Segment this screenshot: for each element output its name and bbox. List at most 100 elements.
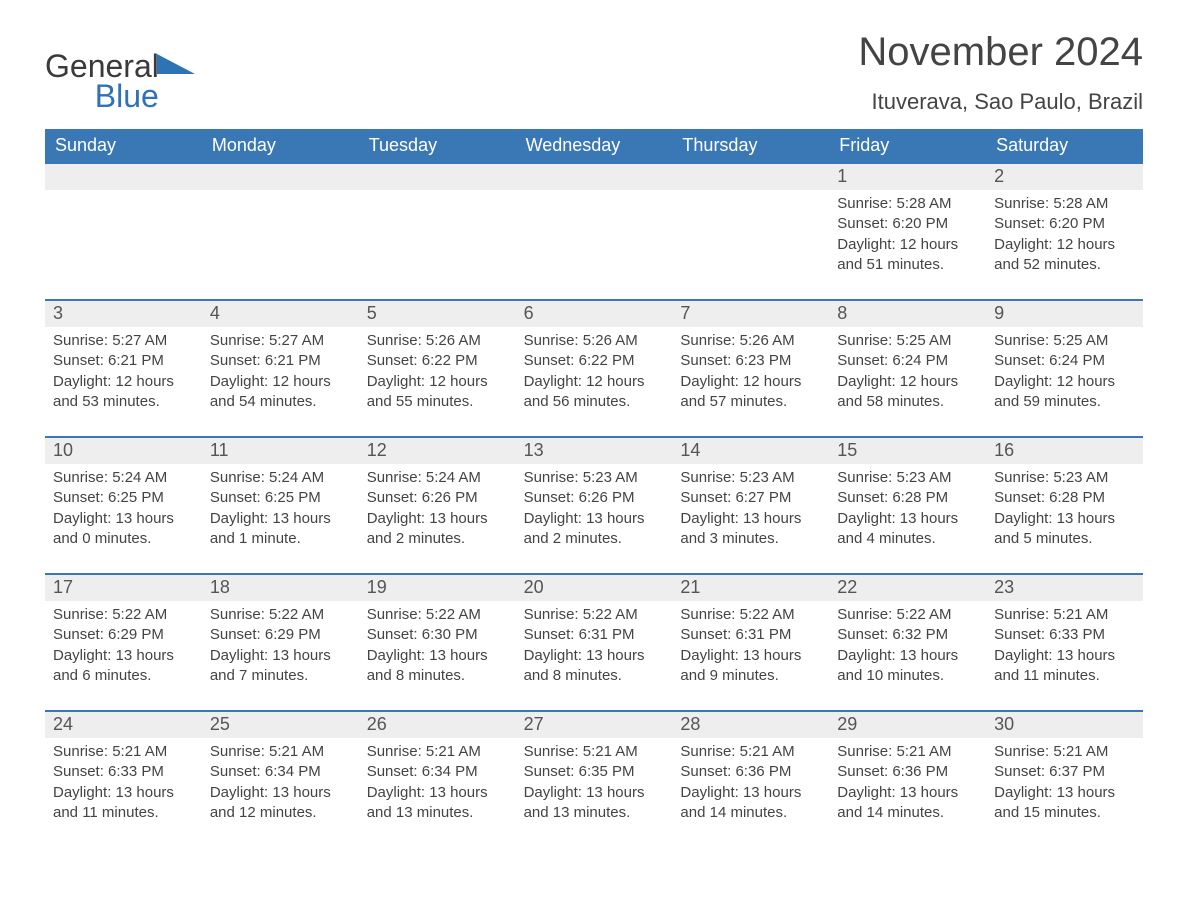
sunrise-text: Sunrise: 5:21 AM xyxy=(524,742,671,762)
day-number: 24 xyxy=(45,712,202,738)
daylight-line1: Daylight: 12 hours xyxy=(210,372,357,392)
day-cell: 3Sunrise: 5:27 AMSunset: 6:21 PMDaylight… xyxy=(45,301,202,436)
day-details: Sunrise: 5:21 AMSunset: 6:35 PMDaylight:… xyxy=(516,738,673,823)
sunrise-text: Sunrise: 5:22 AM xyxy=(837,605,984,625)
sunrise-text: Sunrise: 5:28 AM xyxy=(837,194,984,214)
daylight-line2: and 53 minutes. xyxy=(53,392,200,412)
dow-cell: Sunday xyxy=(45,129,202,164)
weeks-container: 1Sunrise: 5:28 AMSunset: 6:20 PMDaylight… xyxy=(45,164,1143,847)
day-number: 20 xyxy=(516,575,673,601)
daylight-line2: and 8 minutes. xyxy=(524,666,671,686)
daylight-line1: Daylight: 13 hours xyxy=(210,783,357,803)
daylight-line1: Daylight: 13 hours xyxy=(524,783,671,803)
sunrise-text: Sunrise: 5:22 AM xyxy=(367,605,514,625)
day-cell: 11Sunrise: 5:24 AMSunset: 6:25 PMDayligh… xyxy=(202,438,359,573)
daylight-line2: and 5 minutes. xyxy=(994,529,1141,549)
daylight-line2: and 58 minutes. xyxy=(837,392,984,412)
sunset-text: Sunset: 6:37 PM xyxy=(994,762,1141,782)
day-details: Sunrise: 5:27 AMSunset: 6:21 PMDaylight:… xyxy=(202,327,359,412)
sunset-text: Sunset: 6:36 PM xyxy=(837,762,984,782)
day-number: 10 xyxy=(45,438,202,464)
day-details: Sunrise: 5:28 AMSunset: 6:20 PMDaylight:… xyxy=(986,190,1143,275)
daylight-line1: Daylight: 12 hours xyxy=(524,372,671,392)
day-details: Sunrise: 5:28 AMSunset: 6:20 PMDaylight:… xyxy=(829,190,986,275)
day-cell: 4Sunrise: 5:27 AMSunset: 6:21 PMDaylight… xyxy=(202,301,359,436)
sunset-text: Sunset: 6:20 PM xyxy=(837,214,984,234)
daylight-line1: Daylight: 13 hours xyxy=(210,509,357,529)
day-cell: 5Sunrise: 5:26 AMSunset: 6:22 PMDaylight… xyxy=(359,301,516,436)
daylight-line1: Daylight: 13 hours xyxy=(837,783,984,803)
daylight-line1: Daylight: 13 hours xyxy=(994,646,1141,666)
day-number: 27 xyxy=(516,712,673,738)
day-details: Sunrise: 5:27 AMSunset: 6:21 PMDaylight:… xyxy=(45,327,202,412)
sunset-text: Sunset: 6:28 PM xyxy=(994,488,1141,508)
day-cell: 30Sunrise: 5:21 AMSunset: 6:37 PMDayligh… xyxy=(986,712,1143,847)
sunrise-text: Sunrise: 5:25 AM xyxy=(994,331,1141,351)
daylight-line2: and 52 minutes. xyxy=(994,255,1141,275)
day-details: Sunrise: 5:23 AMSunset: 6:26 PMDaylight:… xyxy=(516,464,673,549)
daylight-line1: Daylight: 13 hours xyxy=(367,646,514,666)
sunset-text: Sunset: 6:24 PM xyxy=(837,351,984,371)
daylight-line1: Daylight: 13 hours xyxy=(367,509,514,529)
day-details: Sunrise: 5:24 AMSunset: 6:26 PMDaylight:… xyxy=(359,464,516,549)
day-cell: 23Sunrise: 5:21 AMSunset: 6:33 PMDayligh… xyxy=(986,575,1143,710)
daylight-line2: and 13 minutes. xyxy=(367,803,514,823)
sunset-text: Sunset: 6:25 PM xyxy=(210,488,357,508)
day-cell: 26Sunrise: 5:21 AMSunset: 6:34 PMDayligh… xyxy=(359,712,516,847)
daylight-line1: Daylight: 12 hours xyxy=(680,372,827,392)
day-number: 8 xyxy=(829,301,986,327)
day-number: 30 xyxy=(986,712,1143,738)
day-details: Sunrise: 5:26 AMSunset: 6:22 PMDaylight:… xyxy=(359,327,516,412)
week-row: 10Sunrise: 5:24 AMSunset: 6:25 PMDayligh… xyxy=(45,436,1143,573)
day-number: 29 xyxy=(829,712,986,738)
week-row: 1Sunrise: 5:28 AMSunset: 6:20 PMDaylight… xyxy=(45,164,1143,299)
sunrise-text: Sunrise: 5:23 AM xyxy=(524,468,671,488)
daylight-line1: Daylight: 13 hours xyxy=(680,646,827,666)
daylight-line1: Daylight: 13 hours xyxy=(367,783,514,803)
sunrise-text: Sunrise: 5:24 AM xyxy=(367,468,514,488)
day-cell: 1Sunrise: 5:28 AMSunset: 6:20 PMDaylight… xyxy=(829,164,986,299)
daylight-line1: Daylight: 13 hours xyxy=(680,509,827,529)
sunset-text: Sunset: 6:24 PM xyxy=(994,351,1141,371)
daylight-line2: and 11 minutes. xyxy=(53,803,200,823)
day-cell: 19Sunrise: 5:22 AMSunset: 6:30 PMDayligh… xyxy=(359,575,516,710)
daylight-line2: and 9 minutes. xyxy=(680,666,827,686)
day-of-week-header: SundayMondayTuesdayWednesdayThursdayFrid… xyxy=(45,129,1143,164)
day-number: 13 xyxy=(516,438,673,464)
day-number: 9 xyxy=(986,301,1143,327)
sunset-text: Sunset: 6:22 PM xyxy=(367,351,514,371)
day-cell xyxy=(45,164,202,299)
daylight-line1: Daylight: 13 hours xyxy=(524,646,671,666)
sunrise-text: Sunrise: 5:21 AM xyxy=(837,742,984,762)
day-number: 21 xyxy=(672,575,829,601)
daylight-line2: and 59 minutes. xyxy=(994,392,1141,412)
day-cell: 20Sunrise: 5:22 AMSunset: 6:31 PMDayligh… xyxy=(516,575,673,710)
daylight-line1: Daylight: 13 hours xyxy=(53,783,200,803)
sunset-text: Sunset: 6:21 PM xyxy=(210,351,357,371)
day-number: 5 xyxy=(359,301,516,327)
day-number: 12 xyxy=(359,438,516,464)
logo: General Blue xyxy=(45,50,195,112)
day-number: 18 xyxy=(202,575,359,601)
daylight-line1: Daylight: 12 hours xyxy=(837,372,984,392)
day-details: Sunrise: 5:21 AMSunset: 6:36 PMDaylight:… xyxy=(829,738,986,823)
day-cell: 14Sunrise: 5:23 AMSunset: 6:27 PMDayligh… xyxy=(672,438,829,573)
sunset-text: Sunset: 6:27 PM xyxy=(680,488,827,508)
day-cell: 12Sunrise: 5:24 AMSunset: 6:26 PMDayligh… xyxy=(359,438,516,573)
sunset-text: Sunset: 6:26 PM xyxy=(367,488,514,508)
daylight-line2: and 10 minutes. xyxy=(837,666,984,686)
header: General Blue November 2024 Ituverava, Sa… xyxy=(45,30,1143,123)
daylight-line1: Daylight: 12 hours xyxy=(837,235,984,255)
calendar: SundayMondayTuesdayWednesdayThursdayFrid… xyxy=(45,129,1143,847)
dow-cell: Saturday xyxy=(986,129,1143,164)
daylight-line2: and 8 minutes. xyxy=(367,666,514,686)
daylight-line1: Daylight: 13 hours xyxy=(524,509,671,529)
day-details: Sunrise: 5:22 AMSunset: 6:31 PMDaylight:… xyxy=(672,601,829,686)
day-details: Sunrise: 5:23 AMSunset: 6:28 PMDaylight:… xyxy=(986,464,1143,549)
sunrise-text: Sunrise: 5:26 AM xyxy=(524,331,671,351)
day-number: 17 xyxy=(45,575,202,601)
day-cell: 22Sunrise: 5:22 AMSunset: 6:32 PMDayligh… xyxy=(829,575,986,710)
daylight-line1: Daylight: 13 hours xyxy=(837,646,984,666)
daylight-line2: and 14 minutes. xyxy=(680,803,827,823)
day-details: Sunrise: 5:26 AMSunset: 6:22 PMDaylight:… xyxy=(516,327,673,412)
